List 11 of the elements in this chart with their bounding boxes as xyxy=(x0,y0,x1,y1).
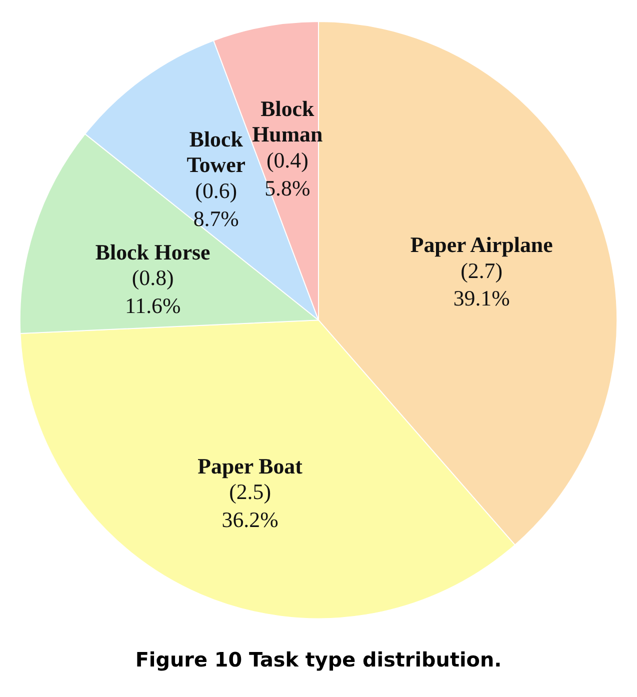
data-label: (0.6) 8.7% xyxy=(193,178,239,231)
slice-label: Paper Airplane xyxy=(410,232,554,257)
data-label: (2.7) 39.1% xyxy=(453,258,510,311)
data-label: (2.5) 36.2% xyxy=(222,479,278,532)
slice-label: Block Horse xyxy=(95,239,211,264)
slice-label: Paper Boat xyxy=(198,453,304,478)
slice-label: Block Tower xyxy=(186,126,246,178)
slice-label: Block Human xyxy=(252,96,323,147)
data-label: (0.4) 5.8% xyxy=(264,148,310,200)
text: Figure 10 Task type distribution. xyxy=(135,648,502,672)
data-label: (0.8) 11.6% xyxy=(124,265,181,318)
